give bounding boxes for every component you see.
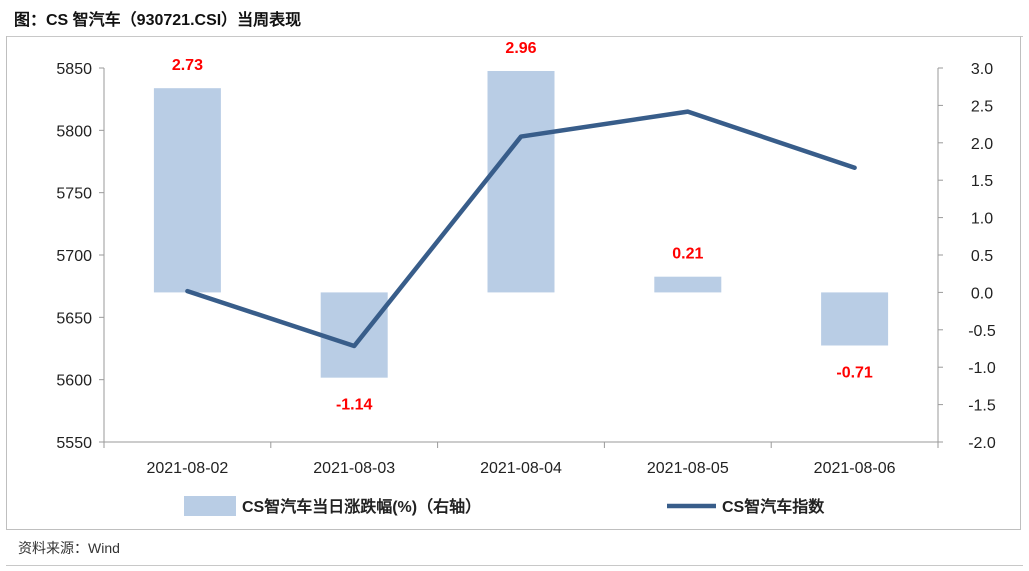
left-tick-label: 5800 — [56, 123, 92, 140]
right-tick-label: -0.5 — [968, 323, 996, 340]
bar-2021-08-03 — [320, 292, 388, 378]
bar-label-2021-08-06: -0.71 — [836, 365, 873, 382]
right-tick-label: -1.0 — [968, 360, 996, 377]
x-tick-label: 2021-08-02 — [146, 460, 228, 477]
bar-2021-08-05 — [654, 276, 722, 293]
right-tick-label: -2.0 — [968, 435, 996, 452]
bar-2021-08-04 — [487, 70, 555, 293]
left-tick-label: 5550 — [56, 435, 92, 452]
bar-label-2021-08-03: -1.14 — [336, 397, 373, 414]
right-tick-label: 1.5 — [971, 173, 993, 190]
left-tick-label: 5700 — [56, 248, 92, 265]
source-note: 资料来源：Wind — [18, 540, 120, 556]
page-title: 图：CS 智汽车（930721.CSI）当周表现 — [14, 12, 302, 29]
left-tick-label: 5600 — [56, 373, 92, 390]
right-tick-label: 0.5 — [971, 248, 993, 265]
right-tick-label: 3.0 — [971, 61, 993, 78]
bar-2021-08-06 — [821, 292, 889, 346]
legend-bar-label: CS智汽车当日涨跌幅(%)（右轴） — [242, 497, 481, 516]
x-tick-label: 2021-08-05 — [647, 460, 729, 477]
legend-line-label: CS智汽车指数 — [722, 497, 825, 516]
top-divider — [6, 36, 1023, 37]
legend-bar-swatch — [184, 496, 236, 516]
axes: 5550 5600 5650 5700 5750 5800 5850 -2.0 -1.5 -1.0… — [56, 61, 995, 477]
right-tick-label: 0.0 — [971, 285, 993, 302]
bar-labels: 2.73 -1.14 2.96 0.21 -0.71 — [172, 40, 873, 414]
left-tick-label: 5750 — [56, 186, 92, 203]
chart-border — [6, 36, 1021, 530]
x-tick-label: 2021-08-06 — [814, 460, 896, 477]
index-line — [185, 109, 857, 349]
x-tick-label: 2021-08-04 — [480, 460, 562, 477]
line-series — [185, 109, 857, 349]
right-tick-label: 1.0 — [971, 211, 993, 228]
bar-label-2021-08-02: 2.73 — [172, 57, 203, 74]
bottom-divider — [6, 565, 1023, 566]
legend: CS智汽车当日涨跌幅(%)（右轴） CS智汽车指数 — [184, 496, 825, 516]
bar-series — [153, 70, 889, 378]
bar-2021-08-02 — [153, 88, 221, 293]
left-tick-label: 5650 — [56, 310, 92, 327]
bar-label-2021-08-04: 2.96 — [505, 40, 536, 57]
right-tick-label: 2.5 — [971, 98, 993, 115]
x-tick-label: 2021-08-03 — [313, 460, 395, 477]
right-tick-label: -1.5 — [968, 398, 996, 415]
right-tick-label: 2.0 — [971, 136, 993, 153]
left-tick-label: 5850 — [56, 61, 92, 78]
bar-label-2021-08-05: 0.21 — [672, 246, 703, 263]
